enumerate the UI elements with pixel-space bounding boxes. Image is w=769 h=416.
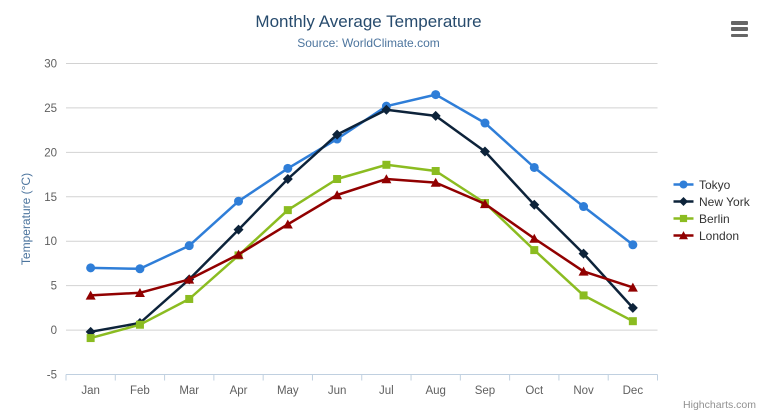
y-axis-title: Temperature (°C) [19, 173, 33, 265]
series-new-york-point[interactable] [627, 302, 638, 313]
x-axis-label: Dec [623, 385, 644, 397]
legend: Tokyo New York Berlin London [673, 176, 750, 244]
series-new-york-point[interactable] [430, 110, 441, 121]
series-berlin-point[interactable] [382, 160, 391, 169]
y-axis-label: 15 [44, 192, 57, 204]
series-new-york-point[interactable] [381, 104, 392, 115]
legend-item-london[interactable]: London [673, 227, 750, 244]
credits-link[interactable]: Highcharts.com [683, 399, 756, 411]
series-berlin-point[interactable] [628, 317, 637, 326]
series-tokyo-point[interactable] [86, 263, 96, 273]
y-axis-label: 30 [44, 59, 57, 71]
x-axis-label: Jun [328, 385, 347, 397]
series-tokyo-point[interactable] [283, 163, 293, 173]
series-london-point[interactable] [233, 249, 244, 259]
series-berlin-point[interactable] [530, 246, 539, 255]
x-axis-label: Sep [475, 385, 495, 397]
gridlines [66, 63, 658, 331]
y-axis-label: 10 [44, 236, 57, 248]
series-berlin-point[interactable] [333, 175, 342, 184]
series-new-york-point[interactable] [529, 199, 540, 210]
series-new-york-point[interactable] [282, 174, 293, 185]
legend-diamond-icon [673, 197, 694, 206]
series-tokyo-point[interactable] [480, 118, 490, 128]
series-london-point[interactable] [85, 290, 96, 300]
context-menu-button[interactable] [731, 21, 750, 37]
y-axis-label: 20 [44, 147, 57, 159]
x-axis-label: Feb [130, 385, 150, 397]
series-berlin-line [89, 163, 635, 340]
series-london-line [89, 177, 635, 297]
series-tokyo-point[interactable] [184, 241, 194, 251]
series-new-york-point[interactable] [479, 146, 490, 157]
series-london-point[interactable] [332, 190, 343, 200]
y-axis-label: -5 [47, 370, 57, 382]
x-axis-label: Jan [81, 385, 100, 397]
x-axis-label: Apr [230, 385, 248, 397]
series-tokyo-point[interactable] [135, 264, 145, 274]
legend-triangle-icon [673, 231, 694, 240]
series-london-point[interactable] [529, 233, 540, 243]
series-london-point[interactable] [430, 177, 441, 187]
legend-circle-icon [673, 180, 694, 189]
legend-label: Tokyo [699, 177, 731, 192]
series-berlin-point[interactable] [185, 294, 194, 303]
chart-title: Monthly Average Temperature [255, 12, 482, 31]
x-axis-label: Jul [379, 385, 394, 397]
series-new-york-point[interactable] [233, 224, 244, 235]
series-new-york-point[interactable] [578, 248, 589, 259]
series-tokyo-point[interactable] [529, 162, 539, 172]
series-berlin-point[interactable] [431, 167, 440, 176]
series-tokyo-point[interactable] [579, 202, 589, 212]
x-axis-label: Mar [179, 385, 199, 397]
x-axis-label: May [277, 385, 299, 397]
series-new-york-line [89, 108, 635, 334]
legend-square-icon [673, 214, 694, 223]
legend-item-tokyo[interactable]: Tokyo [673, 176, 750, 193]
series-london-point[interactable] [578, 266, 589, 276]
series-london [85, 174, 638, 300]
series-berlin-point[interactable] [283, 206, 292, 215]
series-tokyo-line [89, 93, 635, 271]
series-tokyo-point[interactable] [234, 196, 244, 206]
series-tokyo [86, 90, 638, 274]
legend-label: Berlin [699, 211, 730, 226]
x-axis-label: Aug [425, 385, 445, 397]
series-berlin-point[interactable] [579, 291, 588, 300]
x-axis [65, 374, 658, 381]
series-london-point[interactable] [627, 282, 638, 292]
y-axis-label: 25 [44, 103, 57, 115]
series-berlin-point[interactable] [135, 320, 144, 329]
series-london-point[interactable] [479, 199, 490, 209]
series-berlin-point[interactable] [86, 334, 95, 343]
series-tokyo-point[interactable] [628, 240, 638, 250]
x-axis-label: Nov [573, 385, 594, 397]
series-london-point[interactable] [282, 219, 293, 229]
legend-label: New York [699, 194, 750, 209]
series-new-york [85, 104, 638, 337]
chart-subtitle: Source: WorldClimate.com [297, 36, 440, 50]
series-tokyo-point[interactable] [431, 90, 441, 100]
legend-item-new-york[interactable]: New York [673, 193, 750, 210]
legend-label: London [699, 228, 740, 243]
series-london-point[interactable] [381, 174, 392, 184]
y-axis-label: 0 [51, 325, 57, 337]
x-axis-label: Oct [525, 385, 544, 397]
series-new-york-point[interactable] [332, 129, 343, 140]
y-axis-label: 5 [51, 281, 57, 293]
series-london-point[interactable] [134, 287, 145, 297]
series-london-point[interactable] [184, 274, 195, 284]
axis-labels: -5 0 5 10 15 20 25 30 Jan Feb Mar Apr May Jun Jul Aug Se… [44, 59, 643, 398]
series-layer [85, 90, 638, 343]
legend-item-berlin[interactable]: Berlin [673, 210, 750, 227]
